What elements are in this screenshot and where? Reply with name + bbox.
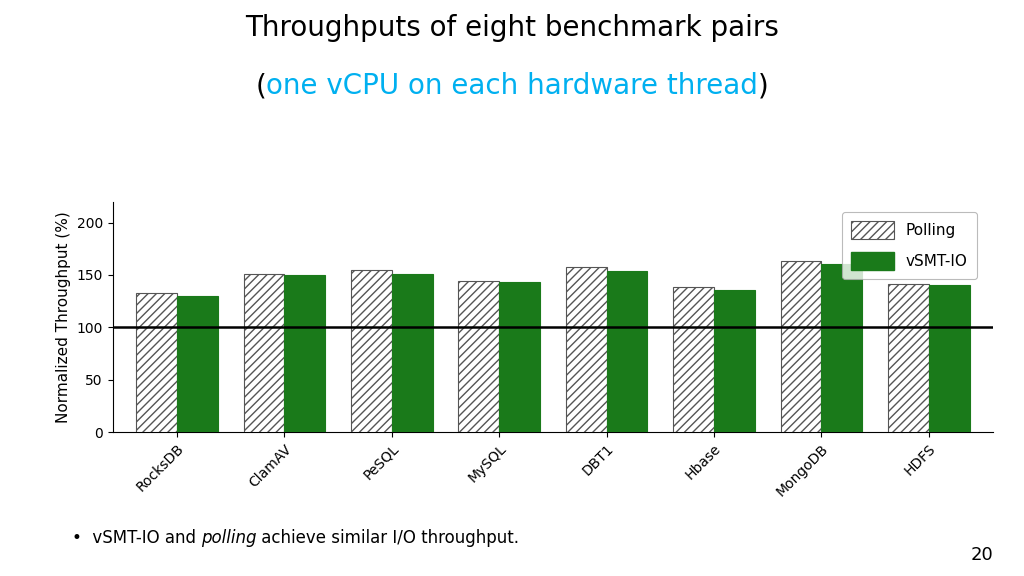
Bar (136, 293, 177, 432)
Bar (351, 270, 392, 432)
Bar (566, 267, 606, 432)
Bar (392, 274, 433, 432)
Text: •  vSMT-IO and: • vSMT-IO and (72, 529, 201, 547)
Text: 20: 20 (971, 547, 993, 564)
Bar (714, 290, 755, 432)
Bar (606, 271, 647, 432)
Text: one vCPU on each hardware thread: one vCPU on each hardware thread (266, 72, 758, 100)
Legend: Polling, vSMT-IO: Polling, vSMT-IO (842, 211, 977, 279)
Bar (459, 281, 500, 432)
Bar (929, 285, 970, 432)
Text: ): ) (758, 72, 769, 100)
Text: achieve similar I/O throughput.: achieve similar I/O throughput. (256, 529, 519, 547)
Bar (888, 285, 929, 432)
Text: (: ( (255, 72, 266, 100)
Text: Throughputs of eight benchmark pairs: Throughputs of eight benchmark pairs (245, 14, 779, 43)
Text: polling: polling (201, 529, 256, 547)
Bar (244, 274, 285, 432)
Bar (673, 287, 714, 432)
Bar (821, 264, 862, 432)
Bar (780, 262, 821, 432)
Bar (500, 282, 540, 432)
Bar (285, 275, 326, 432)
Bar (177, 296, 218, 432)
Y-axis label: Normalized Throughput (%): Normalized Throughput (%) (56, 211, 71, 423)
